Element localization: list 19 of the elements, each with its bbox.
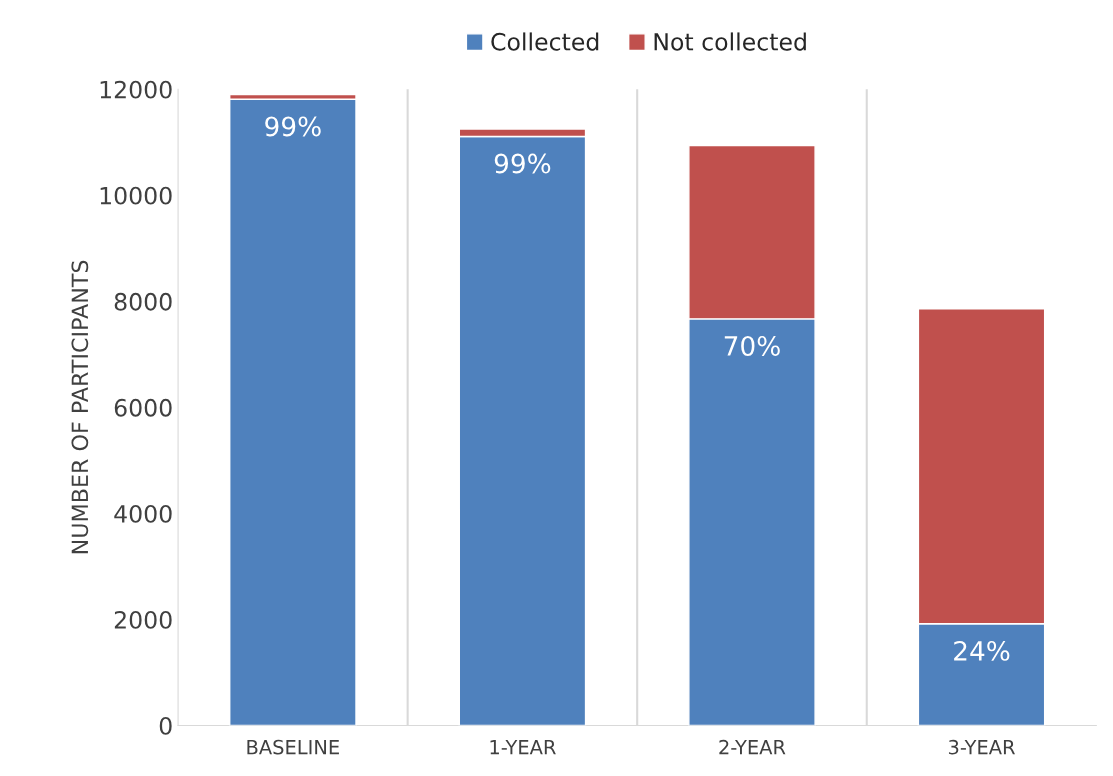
y-tick-label: 0 xyxy=(159,717,172,735)
legend-label: Collected xyxy=(491,32,599,51)
annotation: 99% xyxy=(494,153,551,174)
y-tick-label: 6000 xyxy=(114,398,172,417)
annotation: 99% xyxy=(265,116,321,137)
y-tick-label: 2000 xyxy=(114,610,172,629)
y-axis-title: NUMBER OF PARTICIPANTS xyxy=(71,260,89,554)
annotation: 24% xyxy=(954,640,1010,661)
y-tick-label: 4000 xyxy=(114,504,172,523)
annotation: 70% xyxy=(724,335,780,356)
y-tick-label: 10000 xyxy=(100,186,172,205)
x-tick-label: 1-YEAR xyxy=(490,740,556,755)
x-tick-label: BASELINE xyxy=(247,739,339,755)
bar xyxy=(229,98,357,726)
y-tick-label: 12000 xyxy=(100,80,172,99)
legend-label: Not collected xyxy=(654,32,806,51)
x-tick-label: 3-YEAR xyxy=(948,739,1015,755)
x-tick-label: 2-YEAR xyxy=(719,739,786,755)
y-tick-label: 8000 xyxy=(114,292,172,311)
